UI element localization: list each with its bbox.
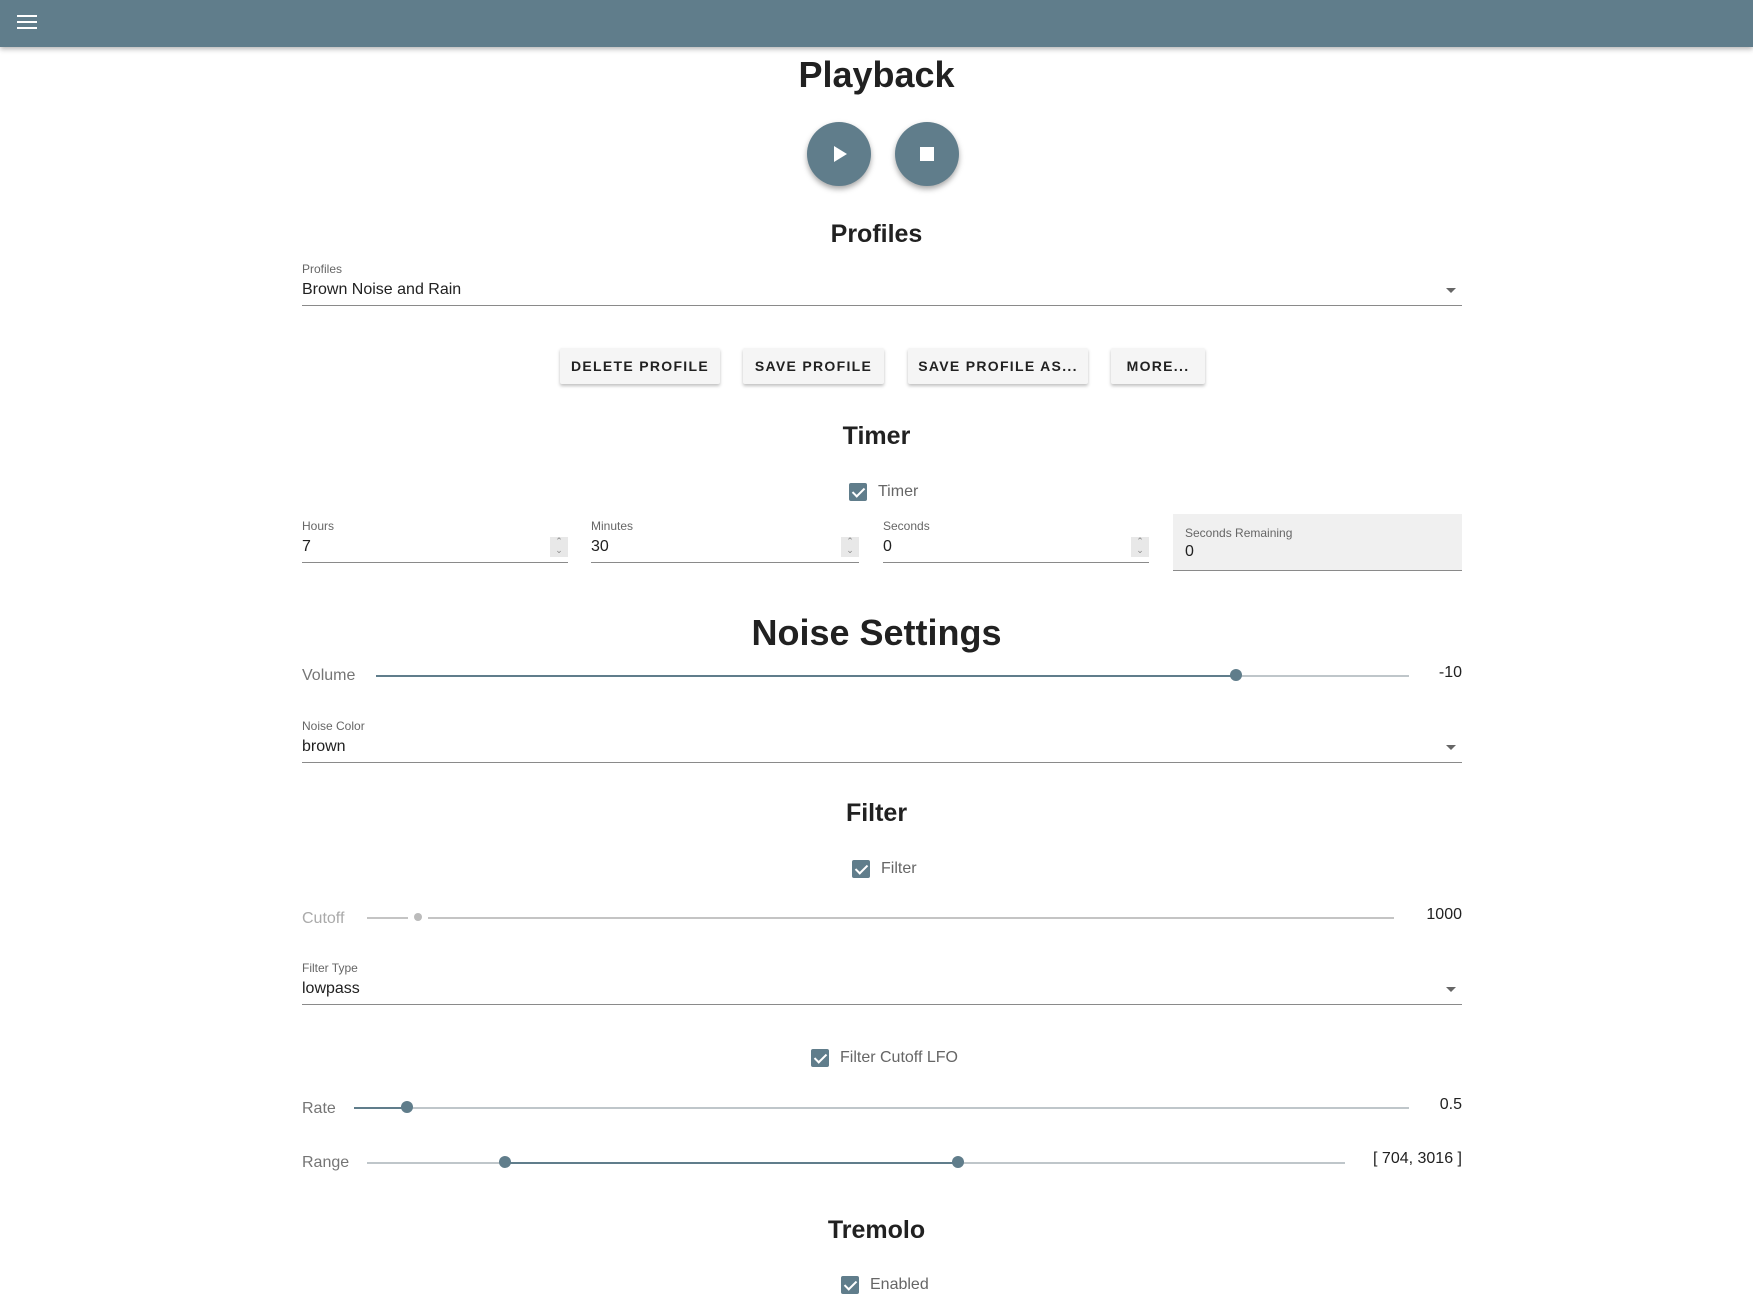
- dropdown-arrow-icon: [1446, 987, 1456, 992]
- filter-checkbox-label: Filter: [881, 860, 917, 877]
- noise-settings-title: Noise Settings: [751, 612, 1002, 653]
- timer-checkbox-label: Timer: [878, 483, 919, 500]
- slider-fill: [504, 1162, 958, 1164]
- tremolo-enabled-checkbox[interactable]: [841, 1276, 859, 1294]
- stop-button[interactable]: [895, 122, 959, 186]
- profiles-title: Profiles: [830, 220, 923, 248]
- seconds-remaining-value: 0: [1185, 543, 1194, 560]
- seconds-label: Seconds: [883, 519, 930, 533]
- timer-title: Timer: [842, 422, 911, 450]
- slider-thumb[interactable]: [498, 1156, 511, 1168]
- profiles-label: Profiles: [302, 262, 343, 276]
- slider-thumb[interactable]: [400, 1101, 413, 1113]
- filter-checkbox[interactable]: [852, 860, 870, 878]
- volume-label: Volume: [302, 667, 356, 684]
- underline: [1173, 570, 1462, 571]
- play-icon: [834, 146, 847, 162]
- seconds-value: 0: [883, 538, 892, 555]
- range-label: Range: [302, 1154, 350, 1171]
- underline: [883, 562, 1149, 563]
- noise-color-label: Noise Color: [302, 719, 365, 733]
- filter-type-value: lowpass: [302, 980, 360, 997]
- hours-label: Hours: [302, 519, 335, 533]
- minutes-field[interactable]: Minutes 30 ⌃ ⌄: [591, 519, 859, 563]
- hours-field[interactable]: Hours 7 ⌃ ⌄: [302, 519, 568, 563]
- save-profile-button[interactable]: SAVE PROFILE: [743, 348, 884, 384]
- dropdown-arrow-icon: [1446, 288, 1456, 293]
- cutoff-label: Cutoff: [302, 910, 345, 927]
- slider-track[interactable]: [367, 917, 1394, 919]
- app-bar: [0, 0, 1753, 47]
- hours-value: 7: [302, 538, 311, 555]
- hamburger-menu-icon[interactable]: [17, 15, 37, 31]
- noise-color-select[interactable]: Noise Color brown: [302, 719, 1462, 763]
- filter-type-select[interactable]: Filter Type lowpass: [302, 961, 1462, 1005]
- seconds-remaining-label: Seconds Remaining: [1185, 526, 1293, 540]
- timer-checkbox[interactable]: [849, 483, 867, 501]
- minutes-label: Minutes: [591, 519, 634, 533]
- slider-thumb[interactable]: [414, 913, 423, 921]
- spinner-icon[interactable]: ⌃ ⌄: [1131, 537, 1149, 557]
- spinner-icon[interactable]: ⌃ ⌄: [841, 537, 859, 557]
- underline: [302, 305, 1462, 306]
- range-value: [ 704, 3016 ]: [1373, 1150, 1462, 1167]
- tremolo-enabled-label: Enabled: [870, 1276, 929, 1293]
- filter-title: Filter: [845, 799, 908, 827]
- slider-thumb[interactable]: [951, 1156, 964, 1168]
- rate-label: Rate: [302, 1100, 336, 1117]
- slider-fill: [354, 1107, 407, 1109]
- stop-icon: [920, 147, 934, 161]
- playback-title: Playback: [798, 54, 955, 95]
- rate-value: 0.5: [1439, 1096, 1462, 1113]
- volume-value: -10: [1438, 664, 1462, 681]
- underline: [591, 562, 859, 563]
- spinner-icon[interactable]: ⌃ ⌄: [550, 537, 568, 557]
- play-button[interactable]: [807, 122, 871, 186]
- cutoff-value: 1000: [1426, 906, 1462, 923]
- seconds-remaining-field: Seconds Remaining 0: [1173, 514, 1462, 571]
- profiles-value: Brown Noise and Rain: [302, 281, 462, 298]
- more-button[interactable]: MORE...: [1111, 348, 1205, 384]
- filter-cutoff-lfo-label: Filter Cutoff LFO: [840, 1049, 958, 1066]
- save-profile-as-button[interactable]: SAVE PROFILE AS...: [908, 348, 1088, 384]
- underline: [302, 762, 1462, 763]
- tremolo-title: Tremolo: [827, 1216, 926, 1244]
- slider-thumb[interactable]: [1230, 669, 1243, 681]
- dropdown-arrow-icon: [1446, 745, 1456, 750]
- profiles-select[interactable]: Profiles Brown Noise and Rain: [302, 262, 1462, 306]
- filter-cutoff-lfo-checkbox[interactable]: [811, 1049, 829, 1067]
- filter-type-label: Filter Type: [302, 961, 358, 975]
- slider-fill: [376, 675, 1237, 677]
- noise-color-value: brown: [302, 738, 346, 755]
- slider-track[interactable]: [354, 1107, 1409, 1109]
- delete-profile-button[interactable]: DELETE PROFILE: [560, 348, 720, 384]
- seconds-field[interactable]: Seconds 0 ⌃ ⌄: [883, 519, 1149, 563]
- minutes-value: 30: [591, 538, 609, 555]
- underline: [302, 1004, 1462, 1005]
- underline: [302, 562, 568, 563]
